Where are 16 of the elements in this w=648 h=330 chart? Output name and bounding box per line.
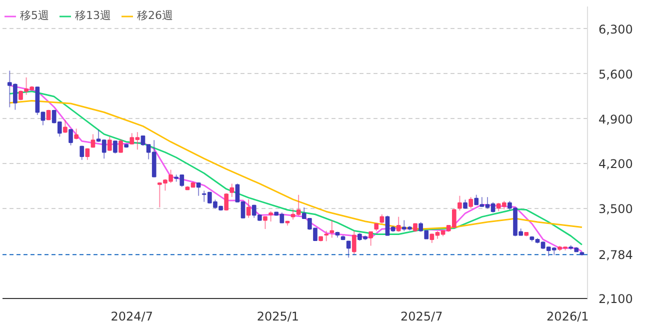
y-tick-label: 6,300 bbox=[598, 22, 633, 36]
x-tick-label: 2024/7 bbox=[110, 310, 153, 324]
y-tick-label: 5,600 bbox=[598, 67, 633, 82]
line-series bbox=[8, 100, 583, 230]
x-tick-label: 2026/1 bbox=[546, 310, 589, 324]
candlestick bbox=[113, 140, 118, 154]
legend-label: 移26週 bbox=[137, 8, 173, 23]
x-tick-label: 2025/7 bbox=[400, 310, 443, 324]
y-tick-label: 2,100 bbox=[598, 292, 633, 306]
y-tick-label: 4,900 bbox=[598, 112, 633, 126]
legend-label: 移5週 bbox=[20, 8, 49, 23]
ref-line-label: 2,784 bbox=[598, 248, 633, 262]
legend-label: 移13週 bbox=[75, 8, 111, 23]
x-tick-label: 2025/1 bbox=[256, 310, 300, 324]
y-tick-label: 4,200 bbox=[598, 157, 633, 172]
y-tick-label: 3,500 bbox=[598, 202, 633, 216]
